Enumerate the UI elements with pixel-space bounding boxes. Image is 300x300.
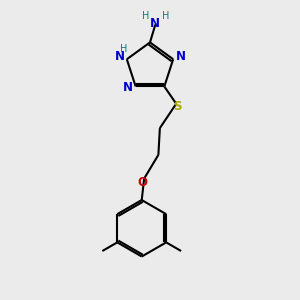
Text: N: N [115, 50, 125, 63]
Text: N: N [150, 16, 160, 30]
Text: H: H [162, 11, 169, 21]
Text: H: H [120, 44, 128, 54]
Text: N: N [176, 50, 186, 63]
Text: S: S [173, 100, 182, 112]
Text: O: O [138, 176, 148, 189]
Text: N: N [123, 82, 133, 94]
Text: H: H [142, 11, 149, 21]
